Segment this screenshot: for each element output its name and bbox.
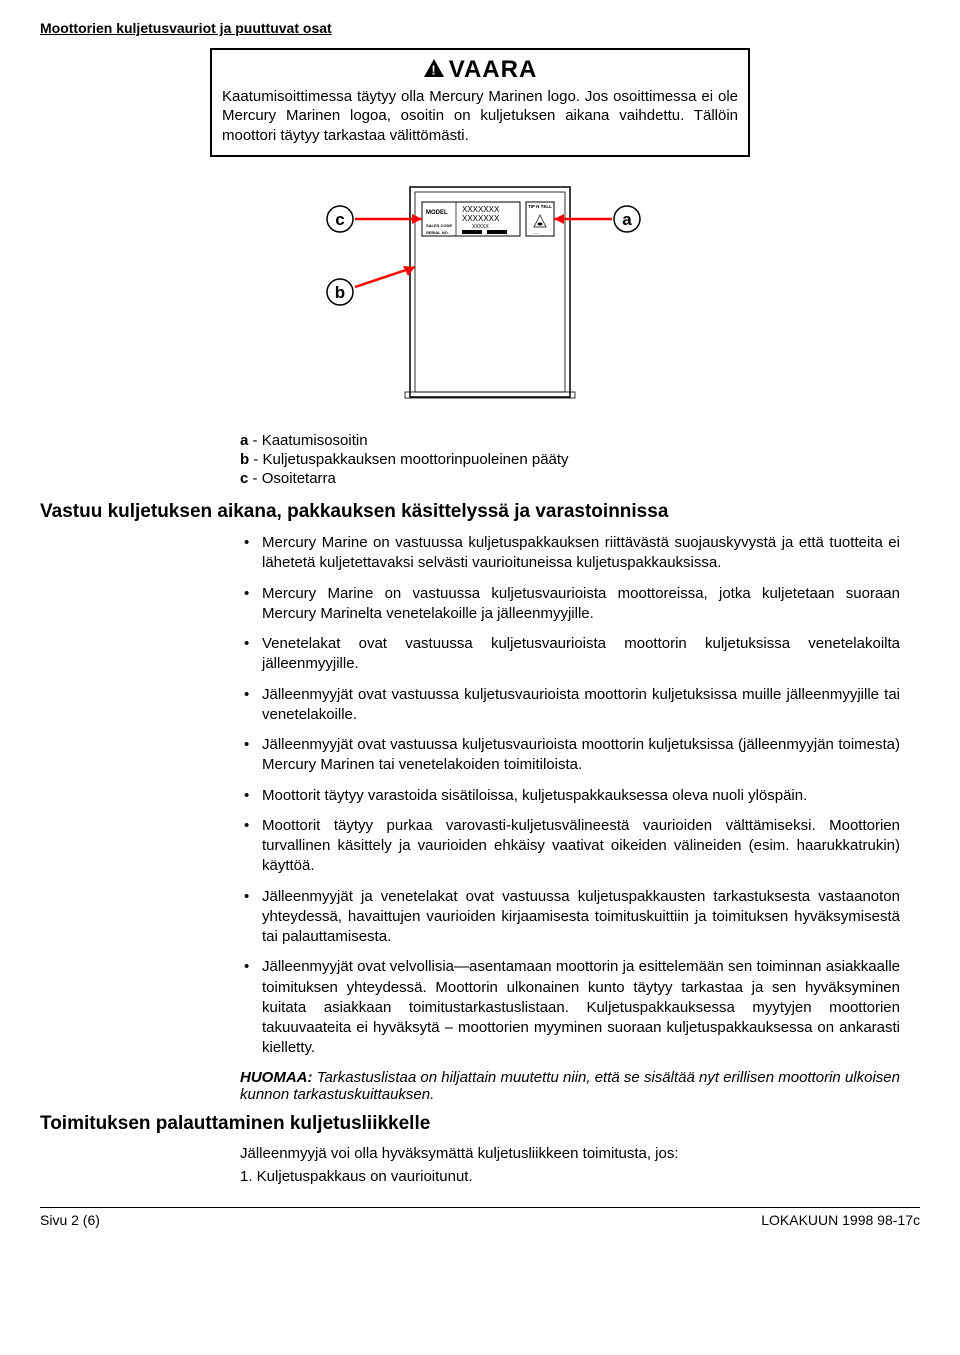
note-label: HUOMAA: <box>240 1069 313 1086</box>
legend-text: Kuljetuspakkauksen moottorinpuoleinen pä… <box>263 451 569 468</box>
bullet-item: Mercury Marine on vastuussa kuljetuspakk… <box>240 533 900 574</box>
footer-right: LOKAKUUN 1998 98-17c <box>761 1212 920 1228</box>
legend-line-b: b - Kuljetuspakkauksen moottorinpuoleine… <box>240 451 920 468</box>
warning-triangle-icon: ! <box>423 57 445 85</box>
legend-letter: a <box>240 432 248 449</box>
legend-dash: - <box>253 470 258 487</box>
return-body: Jälleenmyyjä voi olla hyväksymättä kulje… <box>240 1145 900 1162</box>
svg-text:—: — <box>534 230 538 235</box>
page-footer: Sivu 2 (6) LOKAKUUN 1998 98-17c <box>40 1212 920 1228</box>
svg-text:XXXXXXX: XXXXXXX <box>462 205 500 214</box>
bullet-item: Jälleenmyyjät ovat vastuussa kuljetusvau… <box>240 685 900 726</box>
legend-dash: - <box>253 451 258 468</box>
page-header-title: Moottorien kuljetusvauriot ja puuttuvat … <box>40 20 920 36</box>
warning-box: ! VAARA Kaatumisoittimessa täytyy olla M… <box>210 48 750 157</box>
bullet-item: Venetelakat ovat vastuussa kuljetusvauri… <box>240 634 900 675</box>
svg-text:!: ! <box>431 62 436 77</box>
svg-text:SALES CODE: SALES CODE <box>426 223 452 228</box>
legend-line-c: c - Osoitetarra <box>240 470 920 487</box>
return-heading: Toimituksen palauttaminen kuljetusliikke… <box>40 1113 920 1135</box>
svg-text:XXXXX: XXXXX <box>472 224 489 230</box>
legend-letter: c <box>240 470 248 487</box>
footer-left: Sivu 2 (6) <box>40 1212 100 1228</box>
bullet-item: Jälleenmyyjät ja venetelakat ovat vastuu… <box>240 887 900 948</box>
package-diagram: MODEL SALES CODE SERIAL NO. XXXXXXX XXXX… <box>210 177 750 412</box>
legend-text: Kaatumisosoitin <box>262 432 368 449</box>
legend-line-a: a - Kaatumisosoitin <box>240 432 920 449</box>
svg-text:SERIAL NO.: SERIAL NO. <box>426 230 449 235</box>
responsibility-bullets: Mercury Marine on vastuussa kuljetuspakk… <box>240 533 900 1059</box>
svg-text:c: c <box>335 210 344 229</box>
bullet-item: Mercury Marine on vastuussa kuljetusvaur… <box>240 584 900 625</box>
return-numbered-item: 1. Kuljetuspakkaus on vaurioitunut. <box>240 1168 920 1185</box>
legend-letter: b <box>240 451 249 468</box>
bullet-item: Moottorit täytyy varastoida sisätiloissa… <box>240 786 900 806</box>
svg-text:XXXXXXX: XXXXXXX <box>462 214 500 223</box>
svg-text:b: b <box>335 283 345 302</box>
svg-text:a: a <box>622 210 632 229</box>
note-block: HUOMAA: Tarkastuslistaa on hiljattain mu… <box>240 1069 900 1103</box>
bullet-item: Moottorit täytyy purkaa varovasti-kuljet… <box>240 816 900 877</box>
legend-text: Osoitetarra <box>262 470 336 487</box>
svg-text:MODEL: MODEL <box>426 210 448 216</box>
warning-title: VAARA <box>449 56 538 83</box>
svg-text:TIP N TELL: TIP N TELL <box>528 204 552 209</box>
diagram-legend: a - Kaatumisosoitin b - Kuljetuspakkauks… <box>240 432 920 487</box>
responsibility-heading: Vastuu kuljetuksen aikana, pakkauksen kä… <box>40 501 920 523</box>
bullet-item: Jälleenmyyjät ovat vastuussa kuljetusvau… <box>240 735 900 776</box>
note-body: Tarkastuslistaa on hiljattain muutettu n… <box>240 1069 900 1103</box>
legend-dash: - <box>253 432 258 449</box>
bullet-item: Jälleenmyyjät ovat velvollisia—asentamaa… <box>240 957 900 1058</box>
warning-body-text: Kaatumisoittimessa täytyy olla Mercury M… <box>222 87 738 146</box>
warning-header: ! VAARA <box>222 56 738 85</box>
